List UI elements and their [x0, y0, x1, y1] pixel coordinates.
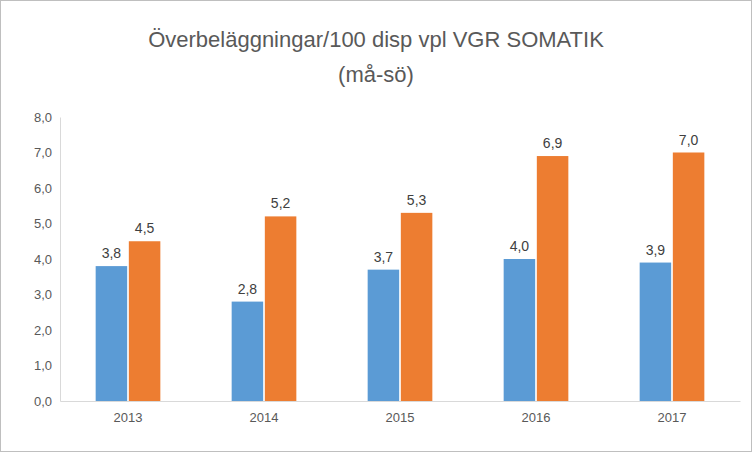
y-axis-line: [60, 118, 61, 402]
bar: [129, 241, 161, 401]
y-tick-label: 6,0: [34, 181, 52, 196]
x-tick-label: 2013: [114, 410, 143, 425]
x-tick-label: 2014: [250, 410, 279, 425]
bar: [368, 270, 400, 401]
bar: [96, 266, 128, 401]
bar: [673, 153, 705, 402]
y-tick-label: 3,0: [34, 287, 52, 302]
data-label: 3,8: [102, 245, 122, 261]
bar: [265, 216, 297, 401]
y-tick-label: 4,0: [34, 252, 52, 267]
x-tick-label: 2015: [386, 410, 415, 425]
title: Överbeläggningar/100 disp vpl VGR SOMATI…: [148, 27, 604, 52]
y-tick: 5,0: [34, 216, 60, 231]
data-label: 6,9: [543, 135, 563, 151]
x-tick: 2013: [114, 401, 143, 425]
x-tick-label: 2016: [522, 410, 551, 425]
series: [129, 153, 705, 402]
bar: [537, 156, 569, 401]
y-axis: 0,0 1,0 2,0 3,0 4,0 5,0 6,0 7,0 8,0: [34, 110, 61, 409]
y-tick: 4,0: [34, 252, 60, 267]
data-label: 3,7: [374, 249, 394, 265]
y-tick: 1,0: [34, 358, 60, 373]
x-tick-label: 2017: [658, 410, 687, 425]
chart-frame: [1, 1, 752, 452]
y-tick-label: 2,0: [34, 323, 52, 338]
subtitle: (må-sö): [338, 62, 414, 87]
bar: [232, 302, 264, 401]
bar: [504, 259, 536, 401]
y-tick-label: 5,0: [34, 216, 52, 231]
y-tick: 0,0: [34, 394, 60, 409]
x-tick: 2016: [522, 401, 551, 425]
y-tick: 7,0: [34, 145, 60, 160]
bar: [401, 213, 433, 401]
y-tick-label: 7,0: [34, 145, 52, 160]
bars: [96, 153, 705, 402]
y-tick: 8,0: [34, 110, 60, 125]
y-tick-label: 0,0: [34, 394, 52, 409]
data-label: 7,0: [679, 132, 699, 148]
y-tick-label: 8,0: [34, 110, 52, 125]
data-label: 3,9: [646, 242, 666, 258]
x-tick: 2014: [250, 401, 279, 425]
data-label: 5,3: [407, 192, 427, 208]
x-axis: 2013 2014 2015 2016 2017: [61, 401, 741, 425]
data-label: 2,8: [238, 281, 258, 297]
plot: 0,01,02,03,04,05,06,07,08,02013201420152…: [34, 110, 741, 426]
chart: Överbeläggningar/100 disp vpl VGR SOMATI…: [0, 0, 752, 452]
data-label: 5,2: [271, 195, 291, 211]
bar: [640, 263, 672, 401]
y-tick: 2,0: [34, 323, 60, 338]
y-tick-label: 1,0: [34, 358, 52, 373]
data-label: 4,0: [510, 238, 530, 254]
y-tick: 6,0: [34, 181, 60, 196]
series: [96, 259, 672, 401]
x-tick: 2017: [658, 401, 687, 425]
data-labels: 3,8 2,8 3,7 4,0 3,9 4,5 5,2 5,3 6,9 7,0: [102, 132, 699, 297]
y-tick: 3,0: [34, 287, 60, 302]
data-label: 4,5: [135, 220, 155, 236]
x-axis-line: [61, 401, 741, 402]
x-tick: 2015: [386, 401, 415, 425]
